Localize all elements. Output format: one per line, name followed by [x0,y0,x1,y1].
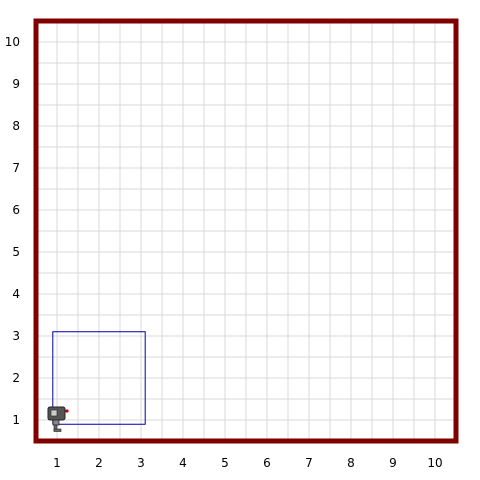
robot-foot [53,428,62,432]
y-axis-label: 5 [12,245,20,259]
y-axis-label: 3 [12,329,20,343]
x-axis-label: 8 [347,456,355,470]
x-axis-label: 6 [263,456,271,470]
world-boundary-wall [33,18,459,444]
y-axis-label: 1 [12,413,20,427]
y-axis-label: 10 [5,35,20,49]
x-axis-label: 5 [221,456,229,470]
drawn-path [52,331,146,425]
robot-neck [52,419,60,426]
y-axis-label: 9 [12,77,20,91]
y-axis-label: 8 [12,119,20,133]
y-axis-label: 4 [12,287,20,301]
grid-lines [35,20,457,442]
y-axis-label: 6 [12,203,20,217]
x-axis-label: 4 [179,456,187,470]
x-axis-label: 3 [137,456,145,470]
x-axis-label: 7 [305,456,313,470]
y-axis-label: 7 [12,161,20,175]
robot-icon [47,406,69,432]
y-axis-label: 2 [12,371,20,385]
x-axis-label: 9 [389,456,397,470]
x-axis-label: 10 [427,456,442,470]
x-axis-label: 1 [53,456,61,470]
robot-eye [50,409,58,417]
x-axis-labels: 1 2 3 4 5 6 7 8 9 10 [53,456,442,470]
x-axis-label: 2 [95,456,103,470]
y-axis-labels: 1 2 3 4 5 6 7 8 9 10 [5,35,20,427]
robot-eye-red [65,409,69,413]
